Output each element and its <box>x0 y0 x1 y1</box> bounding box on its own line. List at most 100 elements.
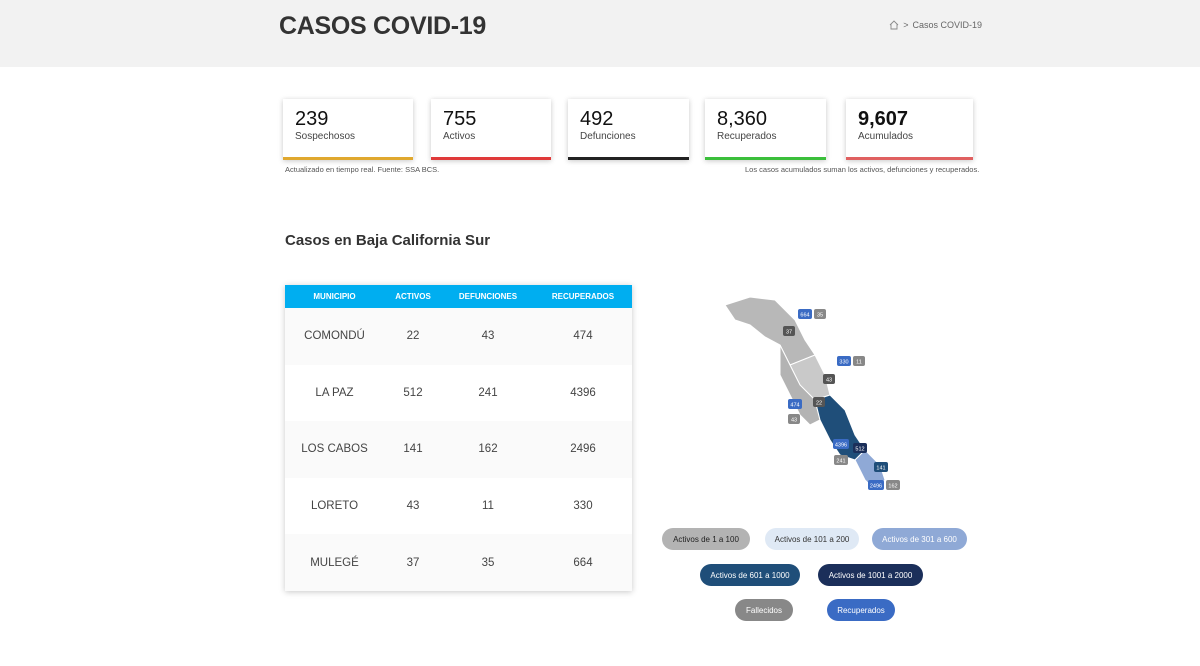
cell-municipio: COMONDÚ <box>304 330 365 343</box>
page-header: CASOS COVID-19 > Casos COVID-19 <box>0 0 1200 67</box>
card-sospechosos: 239 Sospechosos <box>283 99 413 160</box>
map-badge-fallecidos-lapaz: 241 <box>836 459 845 465</box>
card-color-bar <box>705 157 826 160</box>
map-badge-bg <box>813 397 825 407</box>
map-badge-activos-mulege: 37 <box>786 330 792 336</box>
page-title: CASOS COVID-19 <box>279 12 486 40</box>
source-note: Actualizado en tiempo real. Fuente: SSA … <box>285 165 440 174</box>
card-recuperados: 8,360 Recuperados <box>705 99 826 160</box>
cell-defunciones: 35 <box>481 556 495 569</box>
table-row: LORETO 43 11 330 <box>285 478 632 535</box>
map-badge-activos-lapaz: 512 <box>855 447 864 453</box>
section-title: Casos en Baja California Sur <box>285 232 491 249</box>
card-label: Recuperados <box>717 131 777 142</box>
map-badge-bg <box>783 326 795 336</box>
card-color-bar <box>568 157 689 160</box>
cell-activos: 22 <box>406 330 420 343</box>
card-color-bar <box>846 157 973 160</box>
cell-recuperados: 330 <box>573 500 593 513</box>
map-badge-fallecidos-mulege: 35 <box>817 313 823 319</box>
map-badge-bg <box>853 356 865 366</box>
table-body: COMONDÚ 22 43 474 LA PAZ 512 241 4396 LO… <box>285 308 632 591</box>
map-badge-activos-loscabos: 141 <box>876 466 885 472</box>
map-badge-bg <box>837 356 851 366</box>
card-defunciones: 492 Defunciones <box>568 99 689 160</box>
cell-municipio: LA PAZ <box>315 386 354 399</box>
map-badge-bg <box>868 480 884 490</box>
cell-recuperados: 2496 <box>570 443 596 456</box>
card-label: Activos <box>443 131 476 142</box>
municipios-table: MUNICIPIO ACTIVOS DEFUNCIONES RECUPERADO… <box>285 285 632 591</box>
breadcrumb-separator: > <box>903 20 909 30</box>
map-badge-activos-comondu: 22 <box>816 401 822 407</box>
map-badge-fallecidos-loscabos: 162 <box>888 484 897 490</box>
cell-municipio: LOS CABOS <box>301 443 368 456</box>
legend-fallecidos[interactable]: Fallecidos <box>735 599 793 621</box>
table-header: MUNICIPIO ACTIVOS DEFUNCIONES RECUPERADO… <box>285 285 632 308</box>
card-value: 755 <box>443 108 477 130</box>
legend-activos-101-200[interactable]: Activos de 101 a 200 <box>765 528 859 550</box>
legend-activos-1-100[interactable]: Activos de 1 a 100 <box>662 528 750 550</box>
cell-activos: 141 <box>403 443 423 456</box>
card-color-bar <box>431 157 551 160</box>
breadcrumb-current: Casos COVID-19 <box>912 20 982 30</box>
legend-activos-1001-2000[interactable]: Activos de 1001 a 2000 <box>818 564 923 586</box>
map-badge-bg <box>874 462 888 472</box>
accumulated-note: Los casos acumulados suman los activos, … <box>745 165 980 174</box>
map-badge-bg <box>886 480 900 490</box>
card-activos: 755 Activos <box>431 99 551 160</box>
map-badge-bg <box>788 399 802 409</box>
card-label: Acumulados <box>858 131 914 142</box>
header-defunciones: DEFUNCIONES <box>458 292 518 301</box>
cell-municipio: MULEGÉ <box>310 556 359 569</box>
card-label: Sospechosos <box>295 131 356 142</box>
map-badge-fallecidos-loreto: 11 <box>856 360 862 366</box>
map-badge-recuperados-loreto: 330 <box>839 360 848 366</box>
map-badge-recuperados-mulege: 664 <box>800 313 809 319</box>
map-badge-bg <box>834 455 848 465</box>
header-recuperados: RECUPERADOS <box>551 292 615 301</box>
map-badge-bg <box>798 309 812 319</box>
map-badge-bg <box>833 439 849 449</box>
map-badge-activos-loreto: 43 <box>826 378 832 384</box>
cell-activos: 37 <box>406 556 420 569</box>
card-color-bar <box>283 157 413 160</box>
cell-recuperados: 664 <box>573 556 593 569</box>
map-badge-bg <box>788 414 800 424</box>
map-badge-recuperados-comondu: 474 <box>790 403 799 409</box>
map-badge-bg <box>823 374 835 384</box>
card-value: 492 <box>580 108 614 130</box>
card-label: Defunciones <box>580 131 636 142</box>
cell-defunciones: 162 <box>478 443 498 456</box>
cell-activos: 43 <box>406 500 420 513</box>
header-activos: ACTIVOS <box>395 292 431 301</box>
cell-defunciones: 11 <box>482 500 494 513</box>
table-row: COMONDÚ 22 43 474 <box>285 308 632 365</box>
map-badge-bg <box>814 309 826 319</box>
card-value: 9,607 <box>858 108 909 130</box>
map-badge-recuperados-loscabos: 2496 <box>870 484 882 490</box>
legend-activos-301-600[interactable]: Activos de 301 a 600 <box>872 528 967 550</box>
map-badge-bg <box>853 443 867 453</box>
cell-defunciones: 241 <box>478 386 498 399</box>
cell-municipio: LORETO <box>310 500 359 513</box>
home-icon[interactable] <box>889 20 899 30</box>
legend-activos-601-1000[interactable]: Activos de 601 a 1000 <box>700 564 800 586</box>
table-row: MULEGÉ 37 35 664 <box>285 534 632 591</box>
map-badge-fallecidos-comondu: 43 <box>791 418 797 424</box>
table-row: LA PAZ 512 241 4396 <box>285 365 632 422</box>
header-municipio: MUNICIPIO <box>313 292 356 301</box>
cell-defunciones: 43 <box>481 330 495 343</box>
cell-recuperados: 4396 <box>570 386 596 399</box>
breadcrumb: > Casos COVID-19 <box>889 20 982 30</box>
card-acumulados: 9,607 Acumulados <box>846 99 973 160</box>
map-badge-recuperados-lapaz: 4396 <box>835 443 847 449</box>
bcs-map: 664 35 37 330 11 43 474 22 43 4396 512 2… <box>724 296 900 491</box>
card-value: 8,360 <box>717 108 768 130</box>
cell-activos: 512 <box>403 386 423 399</box>
card-value: 239 <box>295 108 329 130</box>
map-region-mulege[interactable] <box>724 296 816 366</box>
map-region-comondu[interactable] <box>779 344 821 426</box>
legend-recuperados[interactable]: Recuperados <box>827 599 895 621</box>
cell-recuperados: 474 <box>573 330 593 343</box>
